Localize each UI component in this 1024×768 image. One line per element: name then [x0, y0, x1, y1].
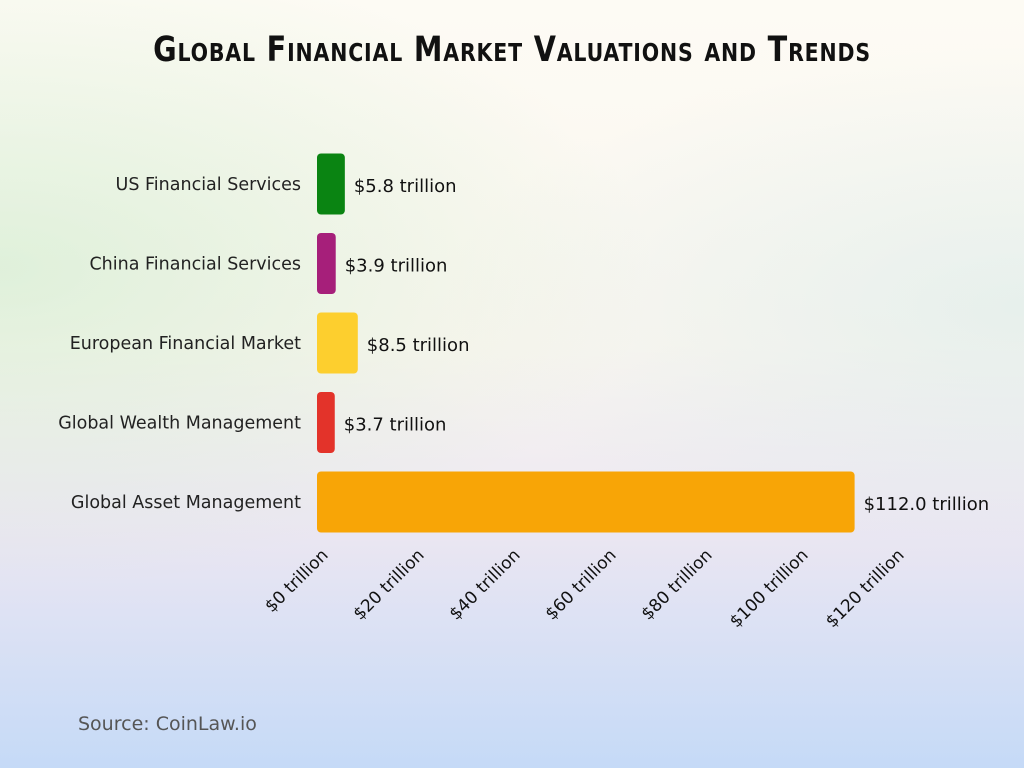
- category-label: China Financial Services: [89, 255, 301, 275]
- category-label: European Financial Market: [70, 334, 301, 354]
- x-tick-label: $60 trillion: [542, 545, 621, 624]
- data-label: $3.7 trillion: [344, 415, 447, 436]
- bar: [317, 153, 345, 215]
- category-label: Global Wealth Management: [58, 414, 301, 434]
- source-note: Source: CoinLaw.io: [78, 713, 257, 735]
- bar: [317, 233, 336, 294]
- data-label: $112.0 trillion: [864, 494, 990, 515]
- x-tick-label: $120 trillion: [822, 545, 909, 632]
- category-label: Global Asset Management: [71, 493, 301, 513]
- x-tick-label: $100 trillion: [726, 545, 813, 632]
- bar: [317, 312, 358, 374]
- x-tick-label: $80 trillion: [638, 545, 717, 624]
- data-label: $5.8 trillion: [354, 176, 457, 197]
- data-label: $3.9 trillion: [345, 256, 448, 277]
- data-label: $8.5 trillion: [367, 335, 470, 356]
- category-label: US Financial Services: [116, 175, 301, 195]
- x-tick-label: $20 trillion: [350, 545, 429, 624]
- chart-title: Global Financial Market Valuations and T…: [153, 30, 871, 70]
- bar: [317, 471, 855, 533]
- x-tick-label: $0 trillion: [261, 545, 332, 616]
- x-tick-label: $40 trillion: [446, 545, 525, 624]
- bar: [317, 392, 335, 453]
